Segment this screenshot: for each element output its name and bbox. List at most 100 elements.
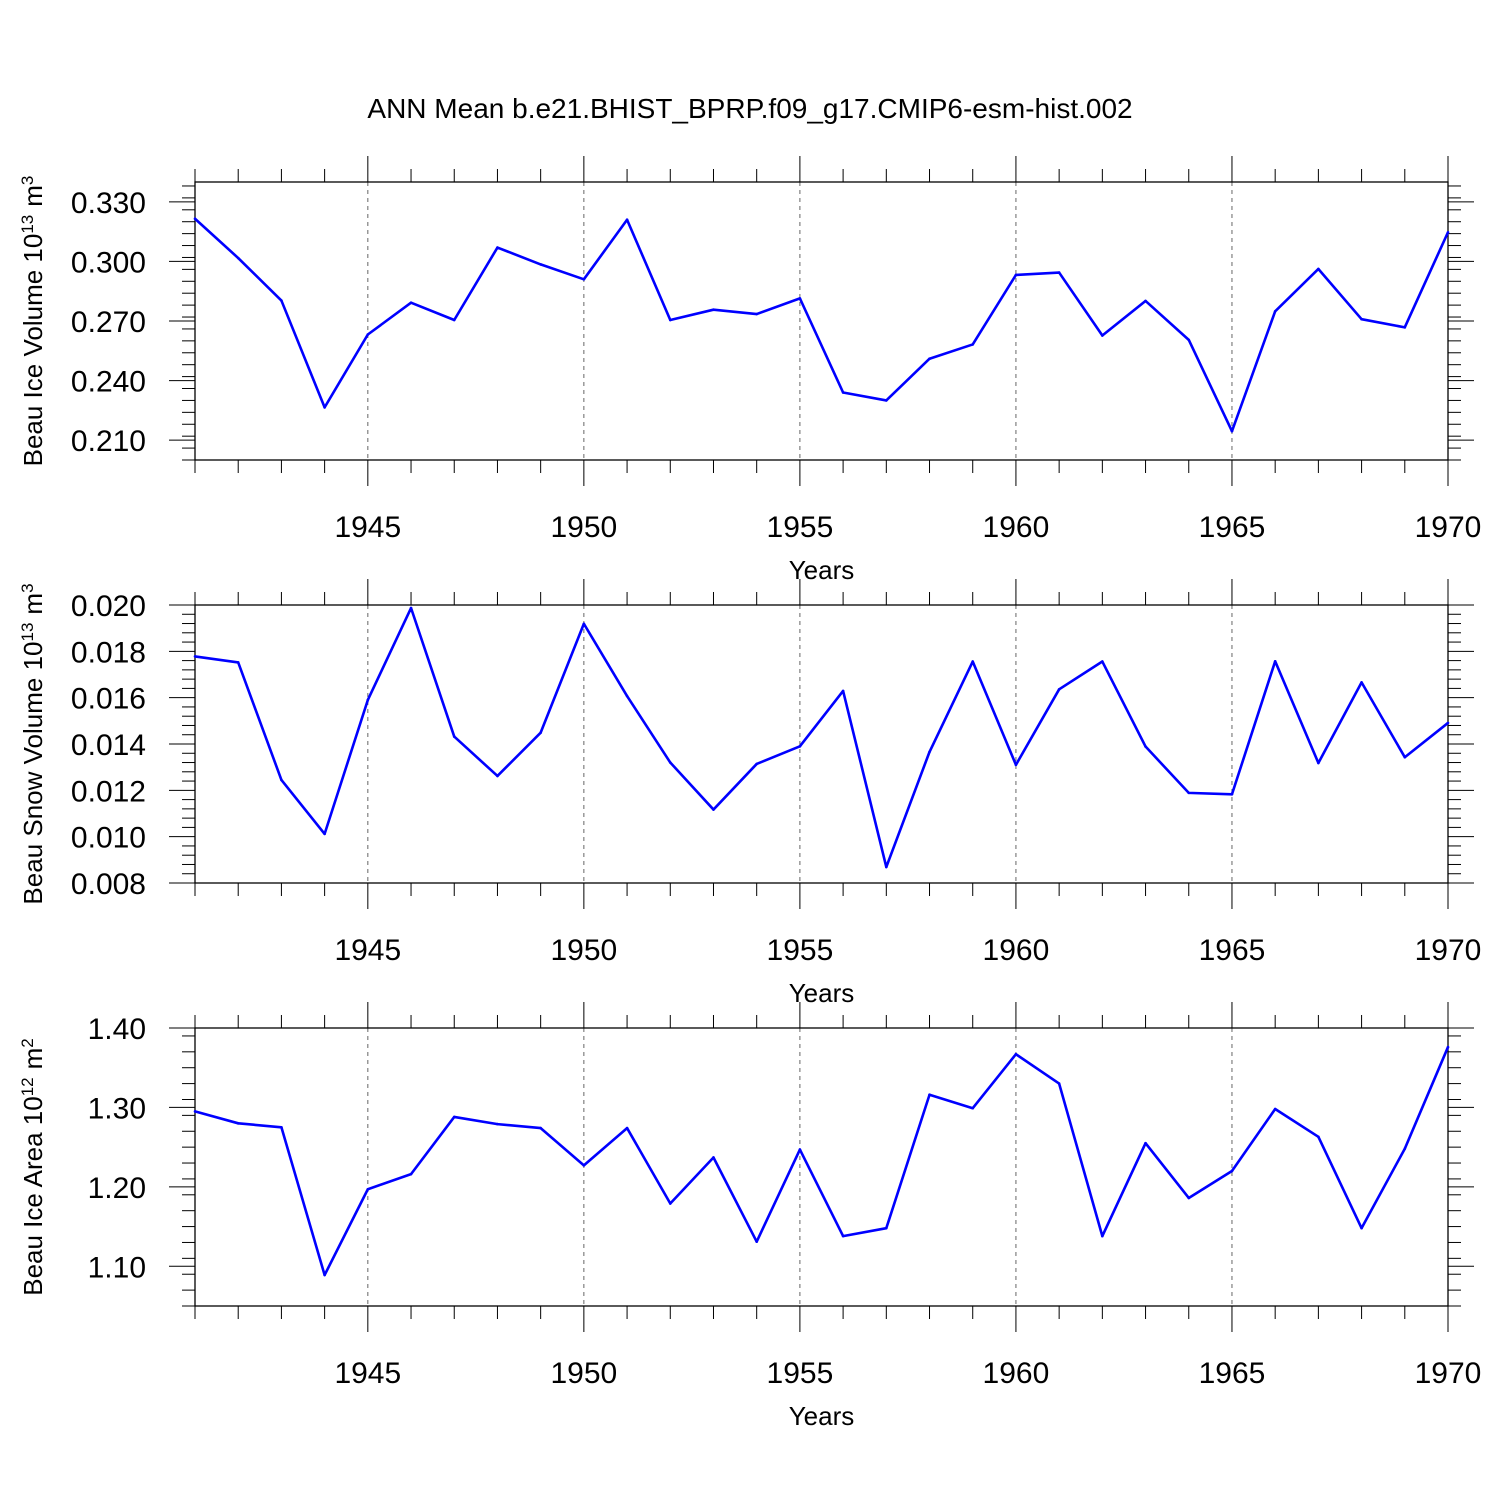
data-point-1963 xyxy=(1144,299,1147,303)
data-point-1943 xyxy=(280,299,283,302)
data-point-1951 xyxy=(625,694,629,698)
data-point-1949 xyxy=(539,1126,542,1130)
data-point-1970 xyxy=(1446,721,1450,725)
data-point-1967 xyxy=(1317,267,1320,271)
y-tick-label: 0.008 xyxy=(71,868,146,901)
data-point-1943 xyxy=(280,1125,283,1129)
data-point-1969 xyxy=(1403,326,1407,329)
y-axis-title-ylabel-exp: 12 xyxy=(18,1077,37,1096)
data-point-1951 xyxy=(625,218,629,222)
data-point-1958 xyxy=(928,357,931,361)
x-tick-label: 1965 xyxy=(1199,934,1266,967)
y-tick-label: 0.300 xyxy=(71,246,146,279)
data-point-1942 xyxy=(236,256,240,260)
x-tick-label: 1970 xyxy=(1415,934,1482,967)
y-tick-label: 0.010 xyxy=(71,822,146,855)
y-tick-label: 0.240 xyxy=(71,366,146,399)
data-point-1941 xyxy=(193,217,197,221)
ice-area-panel: 1.10 1.20 1.30 1.40 1945 1950 1955 1960 1965 1970… xyxy=(18,1002,1481,1431)
data-point-1942 xyxy=(236,1122,240,1125)
data-point-1941 xyxy=(193,1110,197,1113)
data-point-1968 xyxy=(1360,681,1363,684)
data-point-1961 xyxy=(1057,271,1061,274)
data-point-1960 xyxy=(1014,1052,1018,1056)
data-point-1962 xyxy=(1101,334,1104,337)
y-axis-title-ylabel-unit: m xyxy=(18,185,48,207)
x-axis-title: Years xyxy=(789,555,855,585)
data-point-1954 xyxy=(755,1240,758,1243)
y-axis-title-ylabel: Beau Ice Area 10 xyxy=(18,1096,48,1295)
data-point-1970 xyxy=(1446,230,1450,234)
data-point-1949 xyxy=(539,263,542,266)
data-point-1959 xyxy=(971,343,975,346)
y-tick-label: 1.40 xyxy=(88,1013,146,1046)
y-axis-title-ylabel: Beau Ice Volume 10 xyxy=(18,234,48,467)
y-tick-label: 1.10 xyxy=(88,1251,146,1284)
data-point-1950 xyxy=(582,278,586,281)
data-point-1966 xyxy=(1273,659,1277,663)
x-tick-label: 1955 xyxy=(767,511,834,544)
data-point-1963 xyxy=(1144,745,1147,748)
data-point-1956 xyxy=(841,391,845,394)
data-point-1954 xyxy=(755,762,758,766)
y-axis-title-ylabel-unit-exp: 3 xyxy=(18,176,37,185)
y-tick-label: 1.30 xyxy=(88,1092,146,1125)
y-axis-title-ylabel-exp: 13 xyxy=(18,623,37,642)
y-axis-title: Beau Ice Area 1012 m2 xyxy=(18,1038,49,1296)
data-point-1944 xyxy=(323,406,326,409)
data-point-1957 xyxy=(885,865,888,869)
data-point-1952 xyxy=(668,1202,672,1205)
data-point-1947 xyxy=(452,1115,456,1119)
y-tick-label: 0.270 xyxy=(71,306,146,339)
chart-title: ANN Mean b.e21.BHIST_BPRP.f09_g17.CMIP6-… xyxy=(367,93,1132,124)
y-axis-title: Beau Ice Volume 1013 m3 xyxy=(18,176,49,467)
data-point-1967 xyxy=(1317,1135,1320,1139)
data-point-1946 xyxy=(409,606,413,610)
data-point-1942 xyxy=(236,661,240,664)
data-point-1962 xyxy=(1101,660,1104,663)
y-axis-title-ylabel-unit-exp: 3 xyxy=(18,583,37,592)
data-point-1956 xyxy=(841,689,845,693)
y-tick-label: 1.20 xyxy=(88,1172,146,1205)
data-point-1969 xyxy=(1403,755,1407,759)
data-point-1958 xyxy=(928,750,931,754)
series-line xyxy=(194,217,1450,433)
data-point-1945 xyxy=(366,1187,370,1191)
data-point-1952 xyxy=(668,761,672,764)
y-tick-label: 0.018 xyxy=(71,636,146,669)
data-point-1944 xyxy=(323,832,326,836)
data-point-1965 xyxy=(1230,792,1234,796)
x-tick-label: 1950 xyxy=(550,934,617,967)
data-point-1945 xyxy=(366,698,370,702)
data-point-1953 xyxy=(712,1156,715,1159)
x-tick-label: 1965 xyxy=(1199,511,1266,544)
x-tick-label: 1960 xyxy=(983,511,1050,544)
data-point-1946 xyxy=(409,1172,413,1176)
data-point-1947 xyxy=(452,318,456,322)
data-point-1947 xyxy=(452,735,456,738)
y-axis-title-ylabel-exp: 13 xyxy=(18,215,37,234)
snow-volume-panel: 0.008 0.010 0.012 0.014 0.016 0.018 0.020 1945 1… xyxy=(18,579,1482,1008)
data-point-1959 xyxy=(971,660,975,663)
x-tick-label: 1965 xyxy=(1199,1357,1266,1390)
data-point-1944 xyxy=(323,1273,326,1277)
data-point-1949 xyxy=(539,731,542,734)
plot-frame xyxy=(194,604,1449,884)
ice-volume-panel: 0.210 0.240 0.270 0.300 0.330 1945 1950 1955 196… xyxy=(18,156,1481,585)
data-point-1943 xyxy=(280,778,283,782)
x-tick-label: 1945 xyxy=(334,934,401,967)
data-point-1967 xyxy=(1317,761,1320,765)
x-tick-label: 1945 xyxy=(334,511,401,544)
data-point-1953 xyxy=(712,808,715,811)
data-point-1960 xyxy=(1014,763,1018,767)
data-point-1946 xyxy=(409,301,413,305)
data-point-1959 xyxy=(971,1106,975,1110)
y-axis-title-ylabel: Beau Snow Volume 10 xyxy=(18,641,48,904)
x-tick-label: 1960 xyxy=(983,934,1050,967)
x-tick-label: 1955 xyxy=(767,934,834,967)
plot-frame xyxy=(194,1027,1449,1307)
data-point-1966 xyxy=(1273,1107,1277,1111)
data-point-1966 xyxy=(1273,309,1277,313)
x-axis-title: Years xyxy=(789,1401,855,1431)
data-point-1955 xyxy=(798,297,802,300)
